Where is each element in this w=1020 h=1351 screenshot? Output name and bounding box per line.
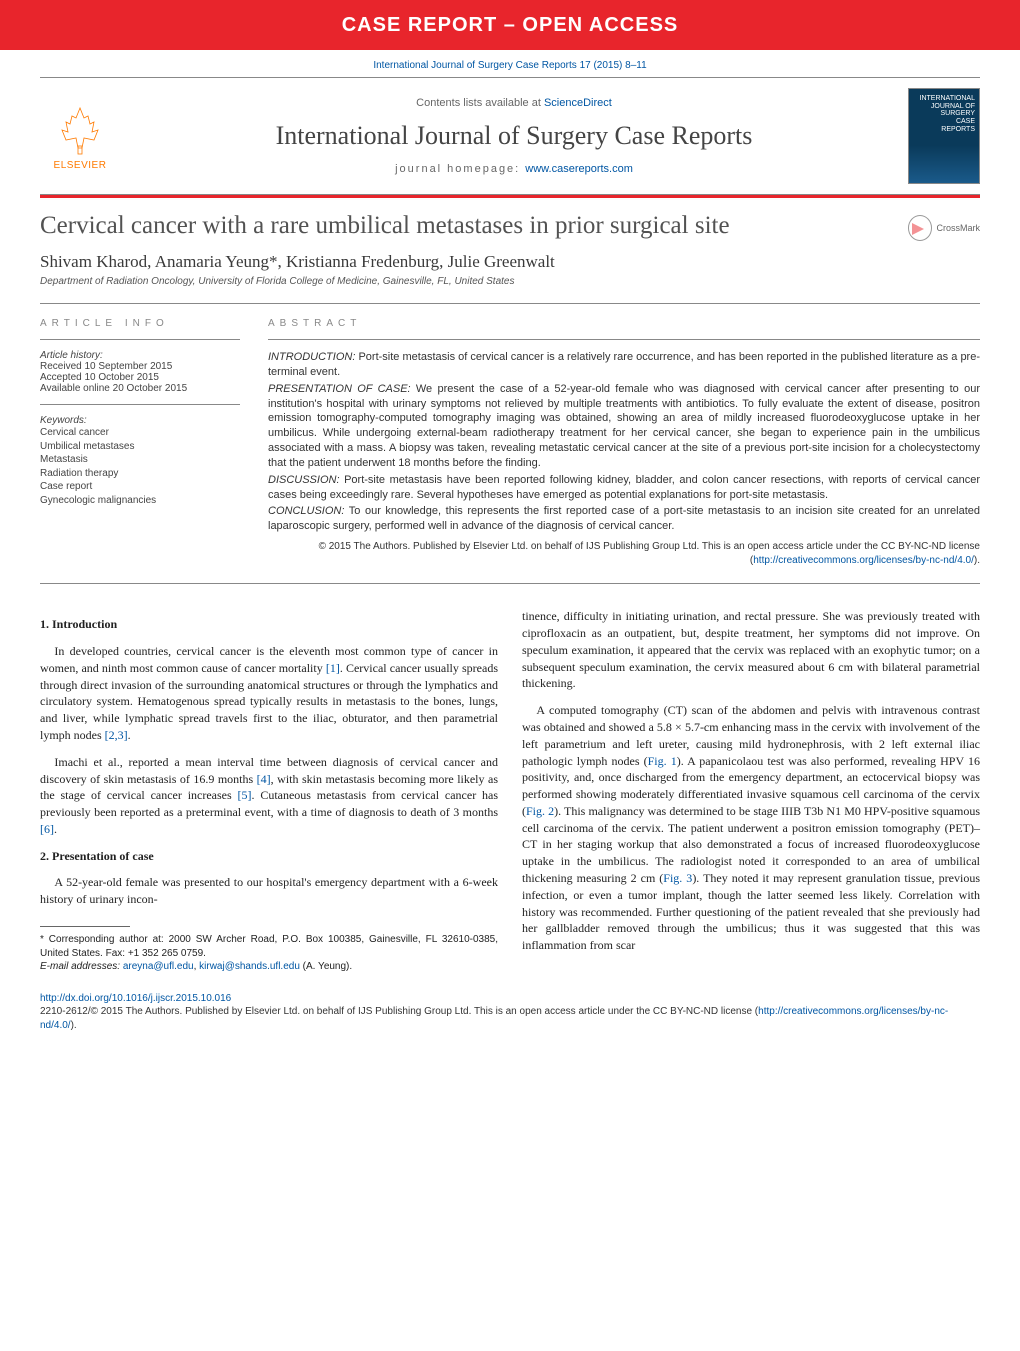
citation-line: International Journal of Surgery Case Re… [0,50,1020,77]
authors-text: Shivam Kharod, Anamaria Yeung*, Kristian… [40,252,555,271]
journal-homepage: journal homepage: www.casereports.com [136,163,892,175]
history-online: Available online 20 October 2015 [40,383,240,394]
corresponding-author: * Corresponding author at: 2000 SW Arche… [40,933,498,960]
red-divider [40,195,980,198]
homepage-link[interactable]: www.casereports.com [525,163,633,175]
copyright-tail: ). [974,555,980,566]
keywords-label: Keywords: [40,415,240,426]
abstract-conclusion: CONCLUSION: To our knowledge, this repre… [268,504,980,534]
section-2-heading: 2. Presentation of case [40,848,498,865]
author-list: Shivam Kharod, Anamaria Yeung*, Kristian… [40,252,980,272]
abstract-heading: ABSTRACT [268,318,980,329]
cc-license-link[interactable]: http://creativecommons.org/licenses/by-n… [753,555,974,566]
elsevier-wordmark: ELSEVIER [54,160,107,171]
email-link-1[interactable]: areyna@ufl.edu [123,961,194,972]
section-1-heading: 1. Introduction [40,616,498,633]
crossmark-icon [908,215,932,241]
article-info-column: ARTICLE INFO Article history: Received 1… [40,318,240,567]
presentation-p1-cont: tinence, difficulty in initiating urinat… [522,608,980,692]
homepage-prefix: journal homepage: [395,163,525,175]
abs-text: We present the case of a 52-year-old fem… [268,383,980,469]
footer-block: http://dx.doi.org/10.1016/j.ijscr.2015.1… [40,992,980,1033]
contents-prefix: Contents lists available at [416,97,544,109]
keyword: Case report [40,480,240,494]
ref-link-2-3[interactable]: [2,3] [105,728,128,742]
issn-copyright: 2210-2612/© 2015 The Authors. Published … [40,1005,980,1032]
ref-link-1[interactable]: [1] [326,661,340,675]
elsevier-logo[interactable]: ELSEVIER [40,91,120,181]
fig-link-3[interactable]: Fig. 3 [663,871,692,885]
masthead-center: Contents lists available at ScienceDirec… [136,97,892,175]
elsevier-tree-icon [52,102,108,158]
abstract-intro: INTRODUCTION: Port-site metastasis of ce… [268,350,980,380]
history-label: Article history: [40,350,240,361]
banner-text: CASE REPORT – OPEN ACCESS [342,14,679,37]
abstract-copyright: © 2015 The Authors. Published by Elsevie… [268,540,980,567]
keyword: Metastasis [40,453,240,467]
email-label: E-mail addresses: [40,961,123,972]
journal-name: International Journal of Surgery Case Re… [136,121,892,151]
abstract-presentation: PRESENTATION OF CASE: We present the cas… [268,382,980,471]
crossmark-badge[interactable]: CrossMark [908,212,980,244]
email-line: E-mail addresses: areyna@ufl.edu, kirwaj… [40,960,498,974]
abs-lead: PRESENTATION OF CASE: [268,383,411,395]
email-link-2[interactable]: kirwaj@shands.ufl.edu [199,961,300,972]
sciencedirect-link[interactable]: ScienceDirect [544,97,612,109]
info-sep-2 [40,404,240,405]
abs-text: To our knowledge, this represents the fi… [268,505,980,532]
crossmark-label: CrossMark [936,223,980,233]
history-received: Received 10 September 2015 [40,361,240,372]
keywords-list: Cervical cancer Umbilical metastases Met… [40,426,240,507]
journal-masthead: ELSEVIER Contents lists available at Sci… [40,77,980,195]
open-access-banner: CASE REPORT – OPEN ACCESS [0,0,1020,50]
abs-text: Port-site metastasis have been reported … [268,474,980,501]
presentation-p2: A computed tomography (CT) scan of the a… [522,702,980,954]
footnote-separator [40,926,130,927]
body-right-column: tinence, difficulty in initiating urinat… [522,608,980,973]
fig-link-2[interactable]: Fig. 2 [526,804,554,818]
ref-link-4[interactable]: [4] [257,772,271,786]
intro-p1: In developed countries, cervical cancer … [40,643,498,744]
intro-p2: Imachi et al., reported a mean interval … [40,754,498,838]
abstract-column: ABSTRACT INTRODUCTION: Port-site metasta… [268,318,980,567]
history-accepted: Accepted 10 October 2015 [40,372,240,383]
ref-link-6[interactable]: [6] [40,822,54,836]
footnotes: * Corresponding author at: 2000 SW Arche… [40,933,498,974]
fig-link-1[interactable]: Fig. 1 [648,754,677,768]
abs-lead: DISCUSSION: [268,474,340,486]
abs-lead: INTRODUCTION: [268,351,355,363]
keyword: Umbilical metastases [40,440,240,454]
contents-available: Contents lists available at ScienceDirec… [136,97,892,109]
abstract-sep [268,339,980,340]
journal-cover-thumbnail[interactable]: INTERNATIONAL JOURNAL OF SURGERY CASE RE… [908,88,980,184]
info-abstract-row: ARTICLE INFO Article history: Received 1… [40,304,980,583]
body-left-column: 1. Introduction In developed countries, … [40,608,498,973]
keyword: Radiation therapy [40,467,240,481]
abs-text: Port-site metastasis of cervical cancer … [268,351,980,378]
presentation-p1: A 52-year-old female was presented to ou… [40,874,498,908]
keyword: Cervical cancer [40,426,240,440]
doi-link[interactable]: http://dx.doi.org/10.1016/j.ijscr.2015.1… [40,993,231,1004]
cover-thumb-text: INTERNATIONAL JOURNAL OF SURGERY CASE RE… [920,95,976,133]
abstract-discussion: DISCUSSION: Port-site metastasis have be… [268,473,980,503]
rule-below-abstract [40,583,980,584]
body-two-column: 1. Introduction In developed countries, … [40,608,980,973]
article-title: Cervical cancer with a rare umbilical me… [40,212,908,240]
abs-lead: CONCLUSION: [268,505,344,517]
info-sep-1 [40,339,240,340]
article-info-heading: ARTICLE INFO [40,318,240,329]
keyword: Gynecologic malignancies [40,494,240,508]
ref-link-5[interactable]: [5] [238,788,252,802]
title-row: Cervical cancer with a rare umbilical me… [40,212,980,244]
affiliation: Department of Radiation Oncology, Univer… [40,276,980,287]
